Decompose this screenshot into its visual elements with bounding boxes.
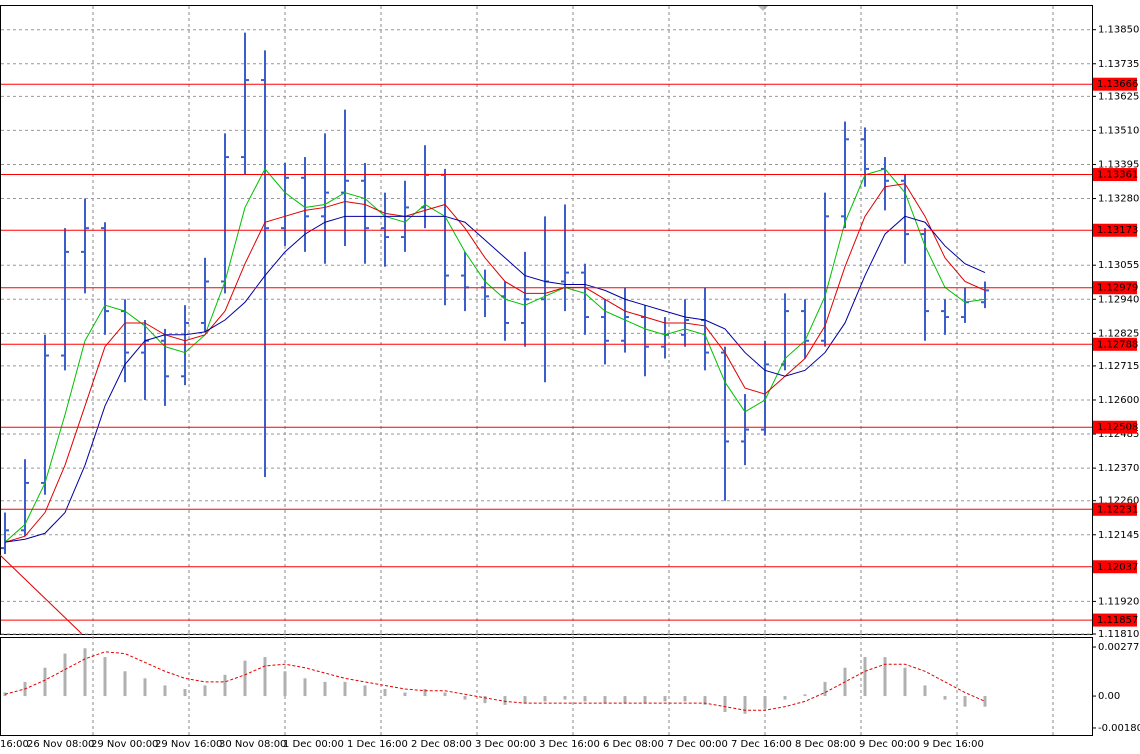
level-label: 1.12037 [1097,562,1138,573]
y-tick-label: 1.13625 [1098,91,1139,102]
y-tick-label: 1.13280 [1098,194,1139,205]
y-tick-label: 1.11920 [1098,596,1139,607]
y-tick-label: 1.13735 [1098,59,1139,70]
level-label: 1.12508 [1097,422,1138,433]
level-label-bg [1093,502,1137,516]
y-tick-label: 1.12260 [1098,496,1139,507]
level-label: 1.13666 [1097,79,1138,90]
y-tick-label: 1.12485 [1098,429,1139,440]
level-label: 1.13361 [1097,170,1138,181]
main-frame [0,5,1093,635]
x-tick-label: 9 Dec 16:00 [923,739,984,750]
level-label-bg [1093,337,1137,351]
y-tick-label: 1.12940 [1098,294,1139,305]
x-tick-label: 30 Nov 08:00 [219,739,286,750]
x-tick-label: 29 Nov 00:00 [91,739,158,750]
level-label-bg [1093,281,1137,295]
level-label: 1.12231 [1097,504,1138,515]
moving-average [4,215,986,543]
x-tick-label: 29 Nov 16:00 [155,739,222,750]
level-label-bg [1093,613,1137,627]
y-tick-label: 0.00277 [1098,642,1139,653]
y-tick-label: 1.12145 [1098,530,1139,541]
y-tick-label: 1.13395 [1098,159,1139,170]
y-tick-label: 1.13510 [1098,125,1139,136]
signal-line [4,651,986,711]
x-tick-label: 7 Dec 16:00 [731,739,792,750]
y-tick-label: -0.001803 [1098,723,1140,734]
x-tick-label: 1 Dec 00:00 [283,739,344,750]
level-label: 1.12979 [1097,283,1138,294]
x-tick-label: 1 Dec 16:00 [347,739,408,750]
y-tick-label: 1.13055 [1098,260,1139,271]
y-tick-label: 1.12825 [1098,328,1139,339]
level-label: 1.12788 [1097,339,1138,350]
level-label-bg [1093,168,1137,182]
level-label-bg [1093,77,1137,91]
x-tick-label: 2 Dec 08:00 [411,739,472,750]
plot-layer: 1.13850 1.13735 1.13625 1.13510 1.13395 1.132… [0,6,1140,750]
moving-average [4,168,986,543]
y-tick-label: 1.11810 [1098,629,1139,640]
level-label: 1.13173 [1097,225,1138,236]
x-tick-label: 9 Dec 00:00 [859,739,920,750]
level-label-bg [1093,560,1137,574]
level-label-bg [1093,420,1137,434]
level-label: 1.11857 [1097,615,1138,626]
x-tick-label: 16:00 [0,739,29,750]
y-tick-label: 1.12600 [1098,395,1139,406]
y-tick-label: 1.12370 [1098,463,1139,474]
y-tick-label: 1.12715 [1098,361,1139,372]
moving-average [4,183,986,543]
trend-line [0,554,83,635]
y-tick-label: 0.00 [1098,691,1120,702]
y-tick-label: 1.13850 [1098,25,1139,36]
x-tick-label: 8 Dec 08:00 [795,739,856,750]
x-tick-label: 3 Dec 00:00 [475,739,536,750]
x-tick-label: 7 Dec 00:00 [667,739,728,750]
x-tick-label: 6 Dec 08:00 [603,739,664,750]
x-tick-label: 3 Dec 16:00 [539,739,600,750]
indicator-frame [0,637,1093,736]
level-label-bg [1093,223,1137,237]
x-tick-label: 26 Nov 08:00 [27,739,94,750]
